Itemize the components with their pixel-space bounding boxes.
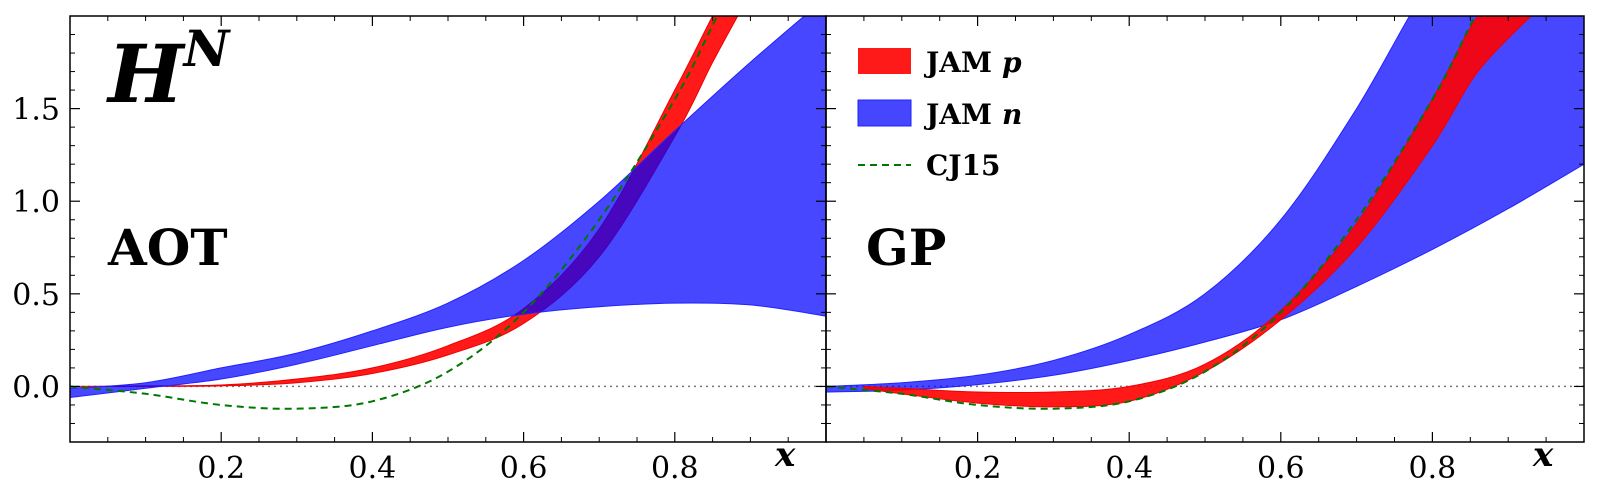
- band-jam-p-gp: [863, 16, 1532, 408]
- panel-label-aot: AOT: [107, 218, 228, 277]
- panel-gp-bands: [826, 16, 1584, 410]
- legend-label-jam-p: JAM p: [923, 46, 1022, 79]
- x-tick-label: 0.2: [197, 451, 245, 486]
- legend-swatch-jam-p: [858, 48, 911, 74]
- x-axis-label-left: x: [774, 435, 796, 475]
- x-tick-label: 0.4: [349, 451, 397, 486]
- x-tick-label: 0.4: [1105, 451, 1153, 486]
- x-tick-label: 0.6: [500, 451, 548, 486]
- legend-swatch-jam-n: [857, 99, 912, 127]
- x-tick-label: 0.8: [1409, 451, 1457, 486]
- chart-title: HN: [106, 19, 232, 121]
- x-axis-label-right: x: [1532, 435, 1554, 475]
- y-axis-tick-labels: 0.0 0.5 1.0 1.5: [12, 93, 60, 406]
- x-axis-tick-labels: 0.2 0.4 0.6 0.8 0.2 0.4 0.6 0.8: [197, 451, 1456, 486]
- panel-gp-frame: [825, 15, 1585, 443]
- x-tick-label: 0.6: [1257, 451, 1305, 486]
- y-tick-label: 1.5: [12, 93, 60, 128]
- legend-label-jam-n: JAM n: [923, 98, 1022, 131]
- y-tick-label: 0.0: [12, 370, 60, 405]
- panel-aot-ticks: [70, 16, 826, 442]
- curve-cj15-gp: [826, 16, 1477, 410]
- band-jam-n-gp: [826, 16, 1584, 393]
- band-jam-p-aot: [77, 16, 739, 387]
- curve-cj15-aot: [70, 16, 719, 410]
- panel-gp: GP x JAM p JAM n CJ15: [825, 15, 1585, 475]
- panel-gp-ticks: [826, 16, 1584, 442]
- legend: JAM p JAM n CJ15: [857, 46, 1022, 182]
- panel-label-gp: GP: [866, 218, 946, 277]
- x-tick-label: 0.8: [651, 451, 699, 486]
- legend-label-cj15: CJ15: [926, 149, 1001, 182]
- y-tick-label: 0.5: [12, 278, 60, 313]
- y-tick-label: 1.0: [12, 185, 60, 220]
- panel-aot-bands: [70, 16, 826, 410]
- x-tick-label: 0.2: [954, 451, 1002, 486]
- band-jam-n-aot: [70, 16, 826, 399]
- panel-aot: HN AOT x: [69, 15, 827, 475]
